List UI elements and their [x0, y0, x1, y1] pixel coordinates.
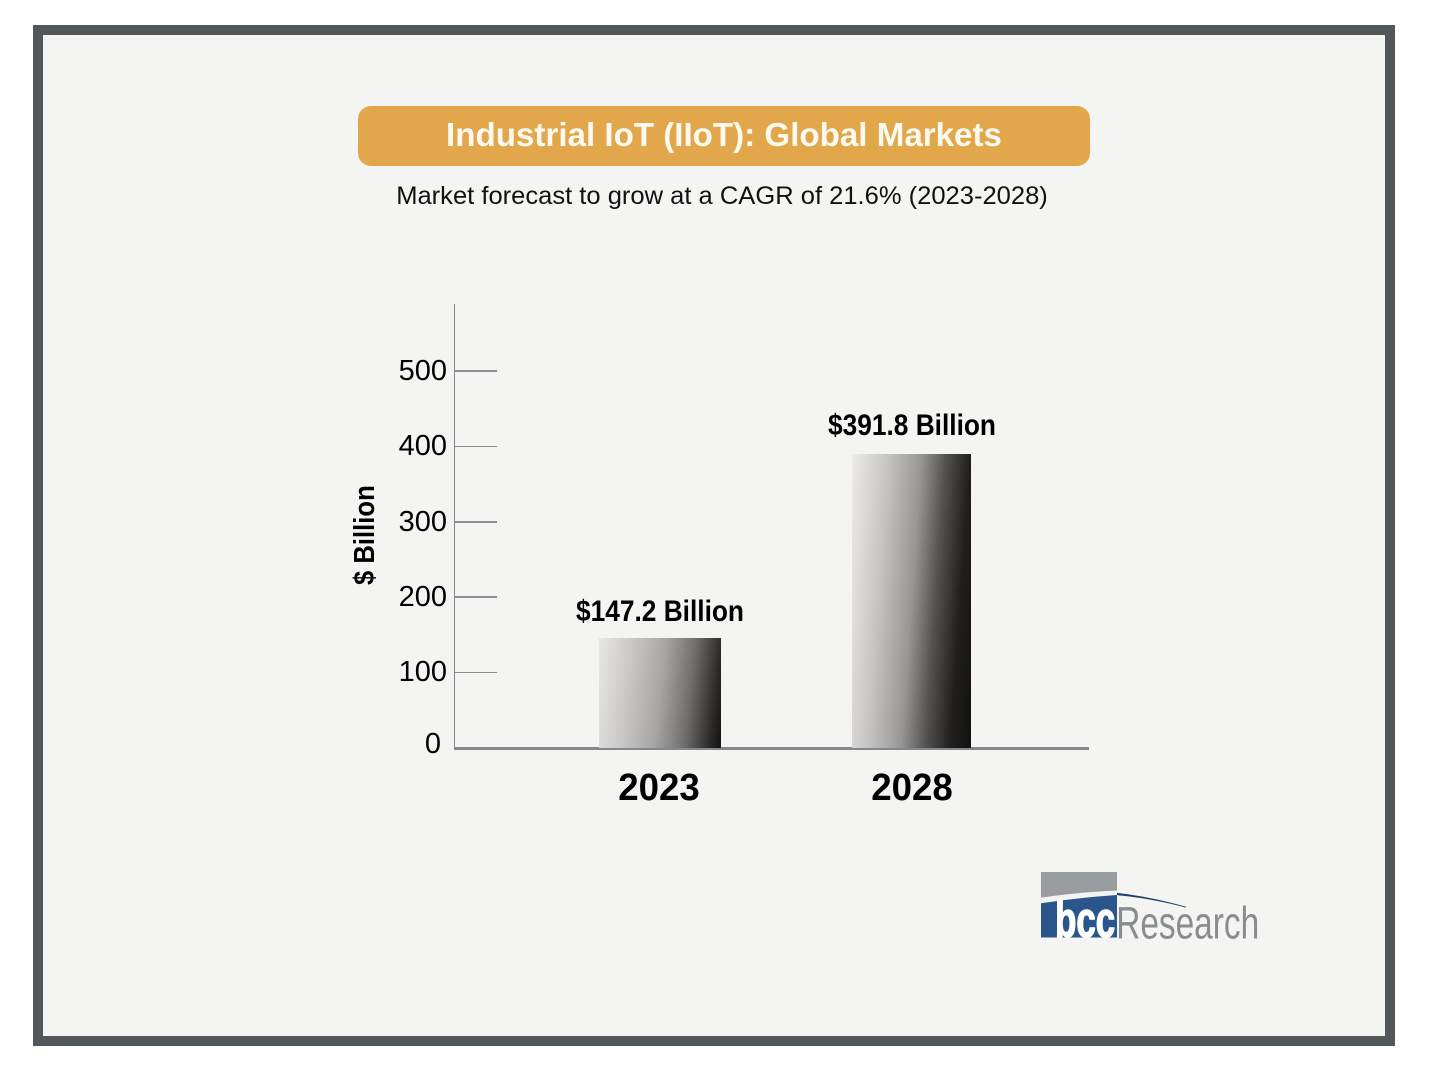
- svg-text:Research: Research: [1116, 898, 1259, 949]
- svg-text:bcc: bcc: [1055, 892, 1115, 948]
